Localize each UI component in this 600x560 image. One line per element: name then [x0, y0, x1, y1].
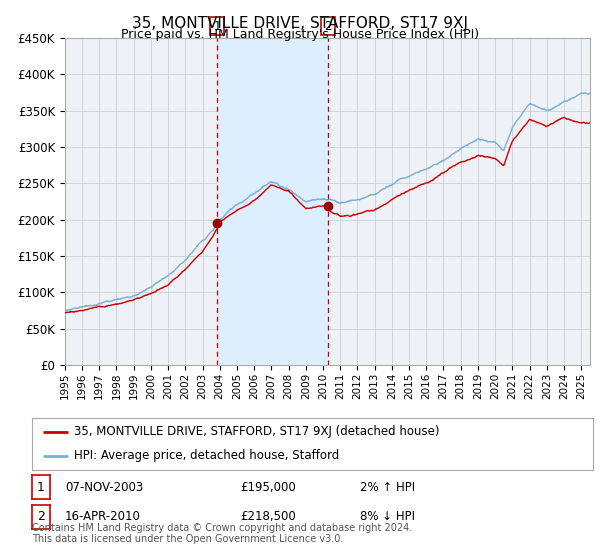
- Text: 35, MONTVILLE DRIVE, STAFFORD, ST17 9XJ (detached house): 35, MONTVILLE DRIVE, STAFFORD, ST17 9XJ …: [74, 426, 439, 438]
- Text: £195,000: £195,000: [240, 480, 296, 494]
- Text: 07-NOV-2003: 07-NOV-2003: [65, 480, 143, 494]
- Text: 16-APR-2010: 16-APR-2010: [65, 510, 140, 524]
- Text: 35, MONTVILLE DRIVE, STAFFORD, ST17 9XJ: 35, MONTVILLE DRIVE, STAFFORD, ST17 9XJ: [132, 16, 468, 31]
- Text: Contains HM Land Registry data © Crown copyright and database right 2024.
This d: Contains HM Land Registry data © Crown c…: [32, 522, 412, 544]
- Bar: [217, 38, 328, 365]
- Text: HPI: Average price, detached house, Stafford: HPI: Average price, detached house, Staf…: [74, 449, 339, 462]
- Text: Price paid vs. HM Land Registry's House Price Index (HPI): Price paid vs. HM Land Registry's House …: [121, 28, 479, 41]
- Text: 1: 1: [37, 480, 45, 494]
- Text: 1: 1: [214, 20, 221, 32]
- Text: £218,500: £218,500: [240, 510, 296, 524]
- Text: 2: 2: [37, 510, 45, 524]
- Text: 2% ↑ HPI: 2% ↑ HPI: [360, 480, 415, 494]
- Text: 2: 2: [324, 20, 332, 32]
- Text: 8% ↓ HPI: 8% ↓ HPI: [360, 510, 415, 524]
